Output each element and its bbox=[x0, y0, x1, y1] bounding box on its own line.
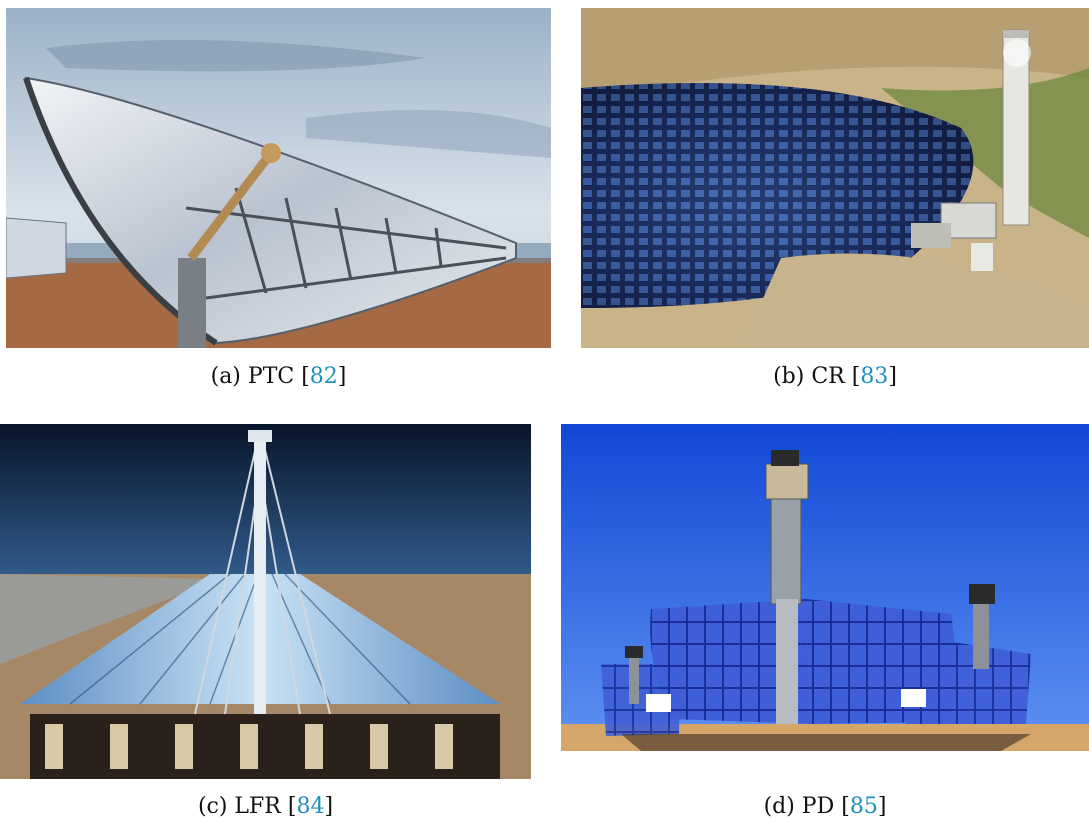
citation-link[interactable]: 85 bbox=[849, 794, 878, 819]
caption-a: (a) PTC [82] bbox=[210, 364, 347, 389]
linear-fresnel-photo bbox=[0, 424, 531, 779]
citation-link[interactable]: 84 bbox=[296, 794, 325, 819]
caption-c: (c) LFR [84] bbox=[197, 794, 334, 819]
central-receiver-photo bbox=[581, 8, 1089, 348]
parabolic-dish-photo bbox=[561, 424, 1089, 751]
caption-d: (d) PD [85] bbox=[763, 794, 887, 819]
citation-link[interactable]: 83 bbox=[860, 364, 889, 389]
citation-link[interactable]: 82 bbox=[309, 364, 338, 389]
parabolic-trough-photo bbox=[6, 8, 551, 348]
caption-b: (b) CR [83] bbox=[773, 364, 897, 389]
